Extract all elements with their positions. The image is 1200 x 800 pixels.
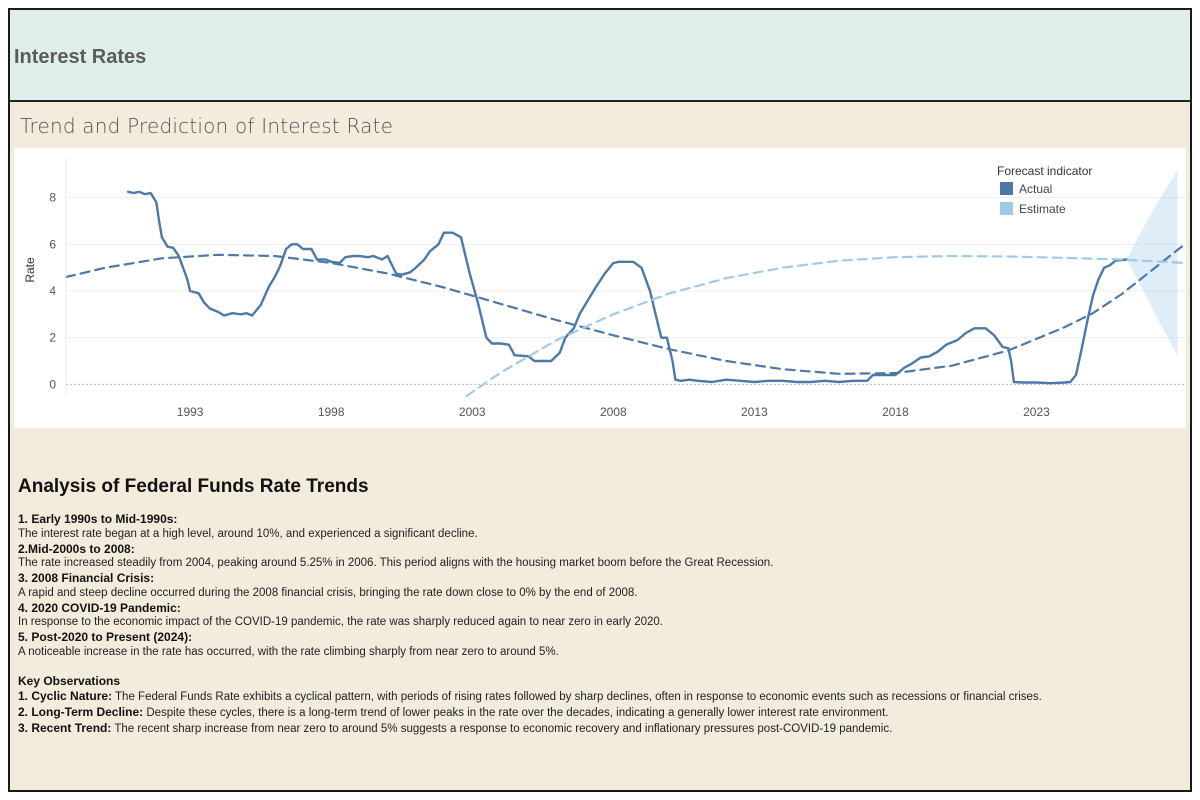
- observation-label: 3. Recent Trend:: [18, 720, 112, 735]
- dashboard-frame: Interest Rates Trend and Prediction of I…: [8, 8, 1192, 792]
- y-tick-label: 4: [49, 284, 56, 298]
- x-tick-label: 2013: [741, 405, 768, 419]
- observation-item: 2. Long-Term Decline: Despite these cycl…: [18, 705, 1178, 721]
- section-title: 1. Early 1990s to Mid-1990s:: [18, 512, 178, 526]
- observation-label: 2. Long-Term Decline:: [18, 704, 144, 719]
- section-title: 5. Post-2020 to Present (2024):: [18, 630, 193, 644]
- grid-layer: [66, 197, 1186, 385]
- analysis-section-item: 1. Early 1990s to Mid-1990s: The interes…: [18, 512, 1178, 542]
- legend-title: Forecast indicator: [997, 164, 1092, 178]
- x-tick-label: 2023: [1023, 405, 1050, 419]
- y-tick-label: 6: [49, 237, 56, 251]
- analysis-section-item: 2.Mid-2000s to 2008: The rate increased …: [18, 542, 1178, 572]
- y-tick-label: 2: [49, 331, 56, 345]
- forecast-band: [1126, 169, 1178, 357]
- analysis-section-item: 5. Post-2020 to Present (2024): A notice…: [18, 630, 1178, 660]
- x-tick-label: 2003: [459, 405, 486, 419]
- analysis-section: Analysis of Federal Funds Rate Trends 1.…: [18, 476, 1178, 737]
- observation-label: 1. Cyclic Nature:: [18, 688, 113, 703]
- interest-rate-chart[interactable]: 0 2 4 6 8 1993 1998 2003 2008 2013 2018 2023 Rate F…: [14, 148, 1188, 428]
- legend-swatch: [1000, 202, 1013, 215]
- legend-swatch: [1000, 182, 1013, 195]
- axis-layer: 0 2 4 6 8 1993 1998 2003 2008 2013 2018 2023: [49, 158, 1050, 419]
- section-title: 4. 2020 COVID-19 Pandemic:: [18, 600, 181, 615]
- dashboard-title: Interest Rates: [14, 46, 147, 68]
- x-tick-label: 2018: [882, 405, 909, 419]
- estimate-trend-line: [465, 254, 1188, 398]
- observation-item: 3. Recent Trend: The recent sharp increa…: [18, 721, 1178, 737]
- section-text: In response to the economic impact of th…: [18, 616, 663, 628]
- chart-panel[interactable]: 0 2 4 6 8 1993 1998 2003 2008 2013 2018 2023 Rate F…: [14, 148, 1188, 428]
- observation-item: 1. Cyclic Nature: The Federal Funds Rate…: [18, 689, 1178, 705]
- analysis-sections: 1. Early 1990s to Mid-1990s: The interes…: [18, 512, 1178, 660]
- observation-text: The recent sharp increase from near zero…: [111, 722, 893, 735]
- actual-rate-line: [126, 190, 1129, 385]
- section-text: The rate increased steadily from 2004, p…: [18, 557, 774, 569]
- y-tick-label: 8: [49, 191, 56, 205]
- forecast-band-layer: [1126, 169, 1178, 357]
- x-tick-label: 1998: [318, 405, 345, 419]
- section-text: A noticeable increase in the rate has oc…: [18, 645, 559, 658]
- x-tick-label: 2008: [600, 405, 627, 419]
- analysis-section-item: 4. 2020 COVID-19 Pandemic: In response t…: [18, 601, 1178, 631]
- actual-trend-line: [64, 242, 1188, 375]
- section-title: 3. 2008 Financial Crisis:: [18, 571, 155, 585]
- x-tick-label: 1993: [177, 405, 204, 419]
- chart-title: Trend and Prediction of Interest Rate: [20, 114, 394, 138]
- y-tick-label: 0: [49, 377, 56, 391]
- dashboard-header: Interest Rates: [10, 10, 1190, 102]
- section-text: A rapid and steep decline occurred durin…: [18, 586, 638, 599]
- observation-text: The Federal Funds Rate exhibits a cyclic…: [112, 690, 1042, 703]
- legend-label: Estimate: [1019, 202, 1066, 216]
- y-axis-label: Rate: [23, 257, 37, 283]
- observations-heading: Key Observations: [18, 673, 121, 688]
- section-text: The interest rate began at a high level,…: [18, 527, 478, 540]
- legend-label: Actual: [1019, 182, 1052, 196]
- analysis-section-item: 3. 2008 Financial Crisis: A rapid and st…: [18, 571, 1178, 601]
- analysis-heading: Analysis of Federal Funds Rate Trends: [18, 476, 369, 497]
- section-title: 2.Mid-2000s to 2008:: [18, 541, 135, 556]
- series-layer: [64, 190, 1188, 398]
- observation-text: Despite these cycles, there is a long-te…: [143, 706, 889, 719]
- chart-legend[interactable]: Forecast indicator Actual Estimate: [997, 164, 1092, 216]
